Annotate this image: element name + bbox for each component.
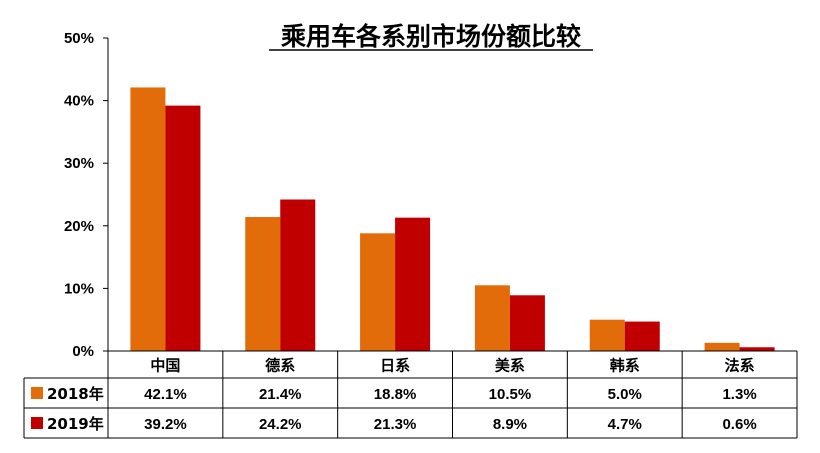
y-tick-label-0: 0% (72, 343, 94, 360)
data-label-2019-5: 0.6% (722, 416, 756, 433)
bar-2018-4 (589, 319, 625, 351)
bar-2018-3 (474, 285, 510, 351)
y-tick-label-2: 20% (64, 218, 94, 235)
data-table: 中国 德系 日系 美系 韩系 法系 2018年 42.1% 21.4% 18.8% 10.5% 5.0… (23, 350, 798, 439)
legend-label-2018: 2018年 (47, 385, 104, 403)
legend-key-2019 (31, 417, 43, 429)
bar-2019-2 (395, 217, 431, 351)
bar-2019-1 (280, 199, 316, 351)
category-label-4: 韩系 (610, 357, 640, 375)
chart-title: 乘用车各系别市场份额比较 (281, 22, 581, 51)
category-label-2: 日系 (380, 357, 410, 375)
y-tick-label-5: 50% (64, 30, 94, 47)
data-label-2018-0: 42.1% (144, 386, 187, 403)
data-label-2018-4: 5.0% (608, 386, 642, 403)
category-label-5: 法系 (725, 357, 755, 375)
data-label-2018-3: 10.5% (489, 386, 532, 403)
bar-2019-3 (509, 295, 545, 351)
bar-2018-5 (704, 342, 740, 351)
bars-group (130, 87, 775, 351)
data-label-2019-0: 39.2% (144, 416, 187, 433)
category-label-0: 中国 (150, 357, 180, 375)
y-tick-label-4: 40% (64, 93, 94, 110)
legend-key-2018 (31, 387, 43, 399)
data-label-2018-1: 21.4% (259, 386, 302, 403)
data-label-2018-5: 1.3% (722, 386, 756, 403)
data-label-2018-2: 18.8% (374, 386, 417, 403)
data-label-2019-2: 21.3% (374, 416, 417, 433)
legend-label-2019: 2019年 (47, 415, 104, 433)
data-label-2019-4: 4.7% (608, 416, 642, 433)
bar-2018-1 (245, 217, 281, 351)
bar-2019-4 (624, 321, 660, 351)
data-label-2019-1: 24.2% (259, 416, 302, 433)
category-label-1: 德系 (265, 357, 295, 375)
y-tick-label-1: 10% (64, 280, 94, 297)
bar-2018-0 (130, 87, 166, 351)
category-label-3: 美系 (495, 357, 525, 375)
data-label-2019-3: 8.9% (493, 416, 527, 433)
y-tick-label-3: 30% (64, 155, 94, 172)
bar-2018-2 (360, 233, 396, 351)
axes-group: 0% 10% 20% 30% 40% 50% (64, 30, 109, 360)
bar-2019-5 (739, 347, 775, 351)
bar-2019-0 (165, 105, 201, 351)
